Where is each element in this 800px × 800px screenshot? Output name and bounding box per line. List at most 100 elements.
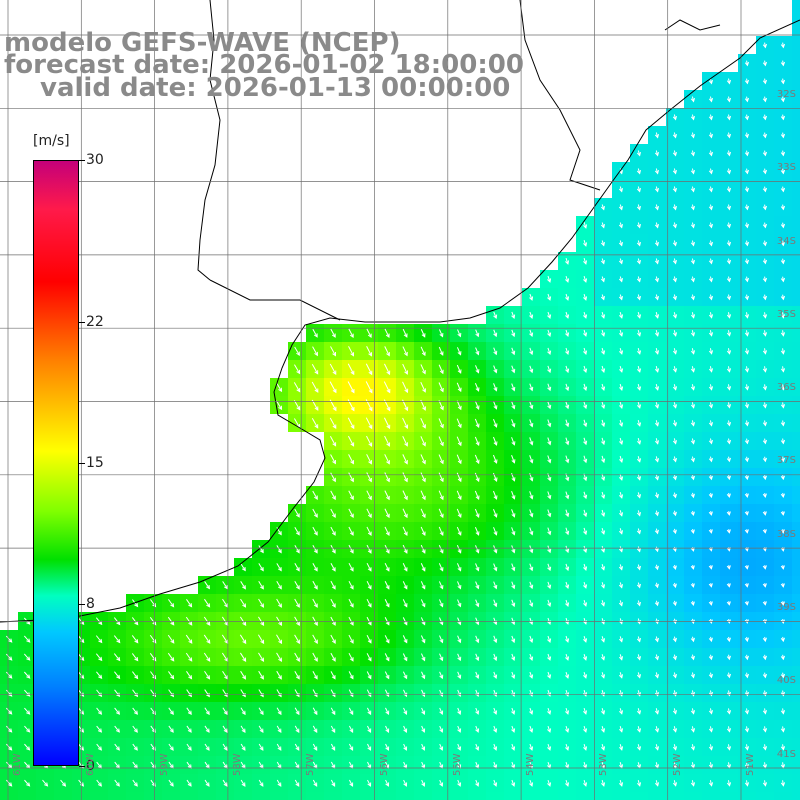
wind-arrow [690,780,696,787]
wind-arrow [547,311,552,319]
wind-cell [360,792,378,800]
wind-arrow [511,401,516,410]
wind-arrow [654,348,660,355]
wind-arrow [420,508,426,519]
wind-arrow [204,670,211,680]
wind-arrow [347,381,355,394]
wind-arrow [762,726,768,733]
wind-arrow [762,402,768,409]
wind-arrow [329,363,337,375]
wind-arrow [636,474,642,481]
wind-arrow [547,653,552,661]
wind-arrow [474,472,480,483]
wind-arrow [672,168,677,175]
wind-arrow [726,132,732,139]
wind-arrow [402,346,408,357]
wind-arrow [475,581,480,590]
wind-arrow [493,779,498,787]
wind-arrow [780,312,786,319]
wind-arrow [312,725,318,733]
wind-arrow [583,455,588,464]
wind-cell [306,792,324,800]
wind-arrow [708,402,714,409]
wind-arrow [348,454,354,465]
wind-arrow [762,672,768,679]
border-line [664,19,721,31]
wind-cell [792,720,800,738]
wind-arrow [529,509,534,518]
wind-arrow [402,653,408,662]
wind-arrow [456,347,462,356]
wind-arrow [402,417,409,430]
wind-arrow [385,725,390,733]
wind-cell [792,648,800,666]
longitude-label: 58W [231,753,243,776]
wind-arrow [744,258,750,265]
wind-arrow [708,780,714,787]
wind-cell [576,792,594,800]
wind-arrow [726,384,732,391]
wind-cell [666,792,684,800]
wind-arrow [186,671,193,680]
wind-arrow [690,366,696,373]
colorbar-tick-label: 15 [86,455,104,471]
wind-arrow [492,472,498,482]
wind-arrow [330,454,336,465]
wind-arrow [474,418,480,429]
wind-arrow [23,653,31,661]
wind-arrow [185,634,193,644]
wind-arrow [708,438,714,445]
wind-arrow [636,528,641,535]
wind-arrow [583,383,588,392]
wind-arrow [565,257,570,265]
wind-arrow [744,438,750,445]
wind-arrow [456,472,462,483]
wind-arrow [708,312,714,319]
wind-arrow [511,311,516,320]
wind-arrow [565,707,570,715]
wind-arrow [708,456,713,463]
wind-arrow [5,653,13,661]
wind-arrow [547,779,552,787]
wind-arrow [294,616,300,627]
wind-arrow [511,653,516,662]
wind-arrow [402,508,408,519]
wind-arrow [636,672,642,679]
wind-arrow [312,346,318,357]
wind-arrow [565,347,570,356]
wind-arrow [240,707,246,716]
wind-arrow [402,363,409,375]
wind-arrow [276,652,282,662]
wind-arrow [475,365,480,374]
wind-arrow [547,347,552,356]
wind-arrow [672,132,677,139]
wind-arrow [762,636,767,643]
longitude-label: 60W [85,753,97,776]
wind-arrow [708,348,714,355]
wind-arrow [636,419,642,427]
wind-arrow [744,601,749,606]
wind-arrow [690,565,695,570]
wind-arrow [780,672,786,679]
wind-arrow [690,96,695,103]
wind-arrow [384,435,391,447]
wind-arrow [654,186,659,193]
wind-arrow [547,671,552,679]
wind-arrow [744,294,750,301]
wind-arrow [547,545,552,554]
wind-arrow [654,276,659,283]
wind-arrow [762,492,767,498]
wind-arrow [204,598,211,608]
wind-arrow [618,780,624,787]
wind-arrow [672,582,677,589]
wind-arrow [618,186,623,193]
wind-arrow [493,635,498,644]
wind-arrow [348,472,354,483]
wind-arrow [708,492,713,499]
wind-arrow [601,780,606,787]
wind-arrow [547,419,552,428]
wind-arrow [565,563,570,572]
wind-arrow [672,600,677,607]
wind-arrow [438,599,444,608]
wind-arrow [654,672,660,679]
